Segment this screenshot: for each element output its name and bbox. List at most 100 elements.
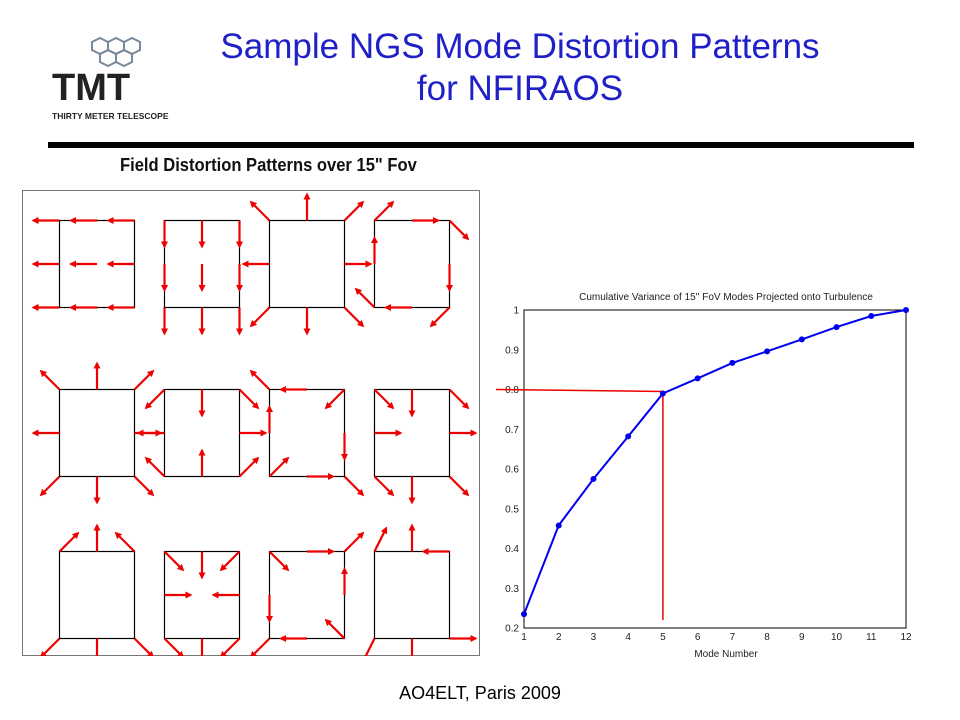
- logo-subtitle: THIRTY METER TELESCOPE: [52, 111, 169, 121]
- distortion-mode-cell: [241, 192, 373, 336]
- distortion-mode-cell: [39, 523, 155, 656]
- x-tick-label: 6: [695, 632, 701, 643]
- distortion-arrow: [343, 306, 365, 328]
- distortion-arrow: [249, 637, 271, 656]
- distortion-arrow: [219, 550, 241, 572]
- field-distortion-figure: [22, 190, 480, 656]
- field-figure-frame: [22, 190, 480, 656]
- y-tick-label: 0.8: [505, 385, 519, 396]
- distortion-arrow: [429, 306, 451, 328]
- distortion-arrow: [324, 388, 346, 410]
- tmt-logo: TMT THIRTY METER TELESCOPE: [52, 36, 169, 121]
- data-point: [625, 433, 632, 440]
- plot-area: [523, 309, 907, 629]
- x-tick-label: 4: [625, 632, 631, 643]
- chart-xlabel: Mode Number: [694, 649, 758, 660]
- distortion-arrow: [39, 369, 61, 391]
- distortion-arrow: [249, 306, 271, 328]
- x-tick-label: 1: [521, 632, 527, 643]
- y-tick-label: 0.6: [505, 465, 519, 476]
- data-point: [903, 307, 909, 313]
- slide-title-line2: for NFIRAOS: [416, 69, 624, 108]
- data-point: [694, 375, 701, 382]
- distortion-arrow: [133, 369, 155, 391]
- distortion-arrow: [144, 456, 166, 478]
- x-tick-label: 7: [730, 632, 736, 643]
- data-point: [868, 312, 875, 319]
- distortion-arrow: [249, 200, 271, 222]
- data-point: [833, 324, 840, 331]
- y-tick-label: 0.5: [505, 504, 519, 515]
- data-point: [729, 359, 736, 366]
- distortion-mode-cell: [31, 217, 136, 311]
- cumulative-variance-chart: Cumulative Variance of 15'' FoV Modes Pr…: [495, 292, 912, 660]
- distortion-arrow: [448, 388, 470, 410]
- distortion-arrow: [361, 638, 376, 656]
- x-tick-label: 3: [591, 632, 597, 643]
- distortion-arrow: [343, 531, 365, 553]
- distortion-arrow: [268, 456, 290, 478]
- y-tick-label: 0.4: [505, 544, 519, 555]
- distortion-arrow: [354, 287, 376, 309]
- x-tick-label: 9: [799, 632, 805, 643]
- hexagon-mirror-icon: [91, 36, 141, 68]
- slide-title-line1: Sample NGS Mode Distortion Patterns: [220, 27, 820, 66]
- distortion-arrow: [324, 618, 346, 640]
- distortion-arrow: [133, 475, 155, 497]
- distortion-arrow: [268, 550, 290, 572]
- x-tick-label: 5: [660, 632, 666, 643]
- distortion-arrow: [373, 388, 395, 410]
- distortion-arrow: [163, 550, 185, 572]
- distortion-arrow: [39, 475, 61, 497]
- x-tick-label: 11: [866, 632, 877, 643]
- data-point: [590, 475, 597, 482]
- distortion-arrow: [144, 388, 166, 410]
- distortion-arrow: [373, 475, 395, 497]
- series-line: [523, 309, 907, 615]
- distortion-mode-cell: [249, 369, 365, 497]
- slide-footer: AO4ELT, Paris 2009: [399, 683, 561, 703]
- x-tick-label: 8: [764, 632, 770, 643]
- distortion-arrow: [373, 200, 395, 222]
- distortion-arrow: [373, 526, 388, 552]
- data-point: [555, 522, 562, 529]
- distortion-arrow: [238, 456, 260, 478]
- chart-title: Cumulative Variance of 15'' FoV Modes Pr…: [579, 292, 873, 303]
- distortion-arrow: [114, 531, 136, 553]
- distortion-arrow: [39, 637, 61, 656]
- slide-title: Sample NGS Mode Distortion Patterns for …: [140, 26, 900, 110]
- x-tick-label: 12: [900, 632, 912, 643]
- distortion-arrow: [58, 531, 80, 553]
- y-tick-label: 0.7: [505, 425, 519, 436]
- distortion-arrow: [448, 475, 470, 497]
- distortion-mode-cell: [249, 531, 365, 656]
- y-tick-label: 0.3: [505, 584, 519, 595]
- data-point: [659, 390, 666, 397]
- distortion-arrow: [343, 475, 365, 497]
- annotation-horizontal-line: [495, 388, 663, 393]
- distortion-arrow: [249, 369, 271, 391]
- distortion-mode-cell: [361, 523, 478, 656]
- data-point: [521, 611, 527, 618]
- logo-wordmark: TMT: [52, 67, 130, 109]
- distortion-arrow: [219, 637, 241, 656]
- distortion-mode-cell: [163, 550, 241, 656]
- distortion-mode-cell: [354, 200, 470, 328]
- field-figure-title: Field Distortion Patterns over 15" Fov: [120, 155, 417, 175]
- data-point: [764, 348, 771, 355]
- distortion-mode-cell: [31, 361, 163, 505]
- distortion-arrow: [238, 388, 260, 410]
- distortion-arrow: [163, 637, 185, 656]
- y-tick-label: 0.9: [505, 345, 519, 356]
- distortion-mode-cell: [373, 388, 478, 505]
- x-tick-label: 10: [831, 632, 843, 643]
- distortion-mode-cell: [136, 388, 268, 478]
- data-point: [798, 336, 805, 343]
- distortion-mode-cell: [161, 219, 243, 336]
- distortion-arrow: [448, 219, 470, 241]
- distortion-arrow: [133, 637, 155, 656]
- y-tick-label: 0.2: [505, 624, 519, 635]
- distortion-arrow: [343, 200, 365, 222]
- title-divider: [48, 142, 914, 148]
- y-tick-label: 1: [513, 306, 519, 317]
